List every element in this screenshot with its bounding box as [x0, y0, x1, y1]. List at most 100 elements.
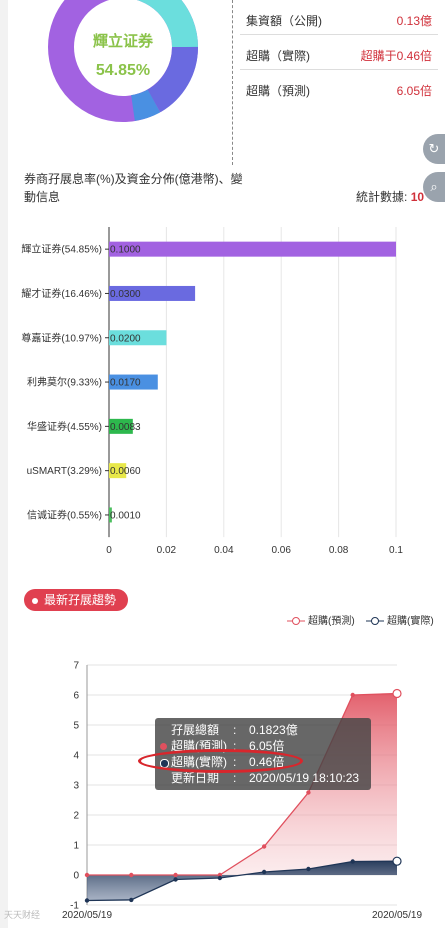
line-series-1: [86, 860, 398, 902]
bar-value-label: 0.0010: [110, 510, 141, 521]
bar-value-label: 0.0300: [110, 289, 141, 300]
legend-actual-label: 超購(實際): [387, 616, 434, 627]
point-series-0: [84, 872, 90, 878]
line-x-tick-label: 2020/05/19: [62, 910, 112, 921]
stat-label: 超購（實際): [246, 49, 310, 63]
point-series-0: [306, 790, 311, 795]
stat-row-predicted: 超購（預測) 6.05倍: [240, 70, 438, 104]
point-series-1: [306, 866, 311, 872]
donut-segment-livermore: [130, 89, 161, 121]
bar-category-label: uSMART(3.29%): [27, 466, 102, 477]
line-y-tick-label: 7: [73, 661, 79, 672]
bar-6: [109, 507, 112, 523]
bar-x-tick-label: 0.04: [214, 545, 234, 556]
highlight-ring-annotation: [138, 749, 303, 773]
search-icon: ⌕: [430, 179, 438, 194]
line-y-tick-label: 0: [73, 871, 79, 882]
badge-label: 最新孖展趨勢: [44, 593, 117, 607]
legend-actual[interactable]: 超購(實際): [366, 612, 434, 627]
bar-category-label: 利弗莫尔(9.33%): [27, 376, 102, 389]
bar-category-label: 华盛证券(4.55%): [27, 420, 102, 433]
bar-2: [109, 330, 167, 346]
stat-count-label: 統計數據:: [356, 190, 408, 204]
point-series-1: [350, 859, 355, 864]
line-series-0: [87, 692, 398, 876]
point-series-1: [261, 869, 267, 875]
line-y-tick-label: -1: [70, 901, 79, 912]
area-fill-series-1: [87, 861, 397, 901]
line-x-tick-label: 2020/05/19: [372, 910, 422, 921]
tooltip-sep: :: [233, 771, 237, 785]
bar-value-label: 0.0083: [110, 422, 141, 433]
line-y-tick-label: 3: [73, 781, 79, 792]
stat-row-actual: 超購（實際) 超購于0.46倍: [240, 35, 438, 70]
margin-trend-badge[interactable]: 最新孖展趨勢: [24, 589, 129, 611]
section-divider: [232, 0, 233, 165]
bar-x-tick-label: 0: [106, 545, 112, 556]
bar-value-label: 0.0200: [110, 333, 141, 344]
bar-category-label: 尊嘉证券(10.97%): [21, 331, 102, 344]
stat-value: 6.05倍: [396, 84, 432, 98]
donut-center-percent: 54.85%: [95, 62, 151, 79]
point-series-0: [261, 844, 267, 849]
tooltip-key: 孖展總額: [171, 723, 220, 737]
tooltip-key: 更新日期: [171, 771, 220, 785]
point-series-0: [129, 872, 134, 878]
bar-value-label: 0.0060: [110, 466, 141, 477]
tooltip-sep: :: [233, 723, 237, 737]
line-y-tick-label: 6: [73, 691, 79, 702]
point-series-1: [217, 875, 223, 881]
tooltip-sep: :: [233, 739, 237, 753]
bar-5: [109, 463, 127, 479]
bar-x-tick-label: 0.08: [329, 545, 349, 556]
donut-center-name: 輝立证券: [92, 33, 153, 50]
stat-row-raised: 集資額（公開) 0.13億: [240, 0, 438, 35]
legend-actual-marker-icon: [366, 617, 384, 626]
stat-label: 超購（預測): [246, 84, 310, 98]
legend-predicted-marker-icon: [287, 617, 305, 626]
line-y-tick-label: 1: [73, 841, 79, 852]
badge-dot-icon: [32, 597, 38, 604]
point-series-1: [129, 897, 134, 903]
legend-predicted-label: 超購(預測): [308, 616, 355, 627]
point-series-1: [84, 898, 90, 903]
stat-value: 0.13億: [396, 14, 432, 28]
legend-predicted[interactable]: 超購(預測): [287, 612, 355, 627]
point-series-1: [392, 856, 402, 866]
bar-0: [109, 241, 396, 257]
tooltip-value: 2020/05/19 18:10:23: [249, 771, 360, 785]
stat-value: 超購于0.46倍: [360, 49, 432, 63]
tooltip-row-date: 更新日期:2020/05/19 18:10:23: [171, 770, 359, 786]
bar-x-tick-label: 0.1: [389, 545, 403, 556]
point-series-1: [173, 877, 178, 882]
bar-1: [109, 285, 196, 301]
margin-rate-bar-chart: 0 0.02 0.04 0.06 0.08 0.1 0.1000 輝立证券(54.85%) 0.…: [21, 227, 403, 556]
stat-count-value: 10: [410, 190, 425, 204]
bar-category-label: 信诚证券(0.55%): [27, 508, 102, 521]
point-series-0: [392, 688, 402, 699]
line-y-tick-label: 2: [73, 811, 79, 822]
donut-segment-zunjia: [136, 0, 198, 48]
bar-4: [109, 418, 133, 434]
left-margin-strip: [0, 0, 8, 928]
stat-count: 統計數據: 10: [356, 188, 424, 205]
bar-x-tick-label: 0.06: [271, 545, 291, 556]
stat-label: 集資額（公開): [246, 14, 322, 28]
bar-x-tick-label: 0.02: [157, 545, 177, 556]
point-series-0: [173, 872, 178, 878]
area-fill-series-0: [87, 693, 397, 875]
share-button[interactable]: ↻: [423, 134, 445, 164]
share-icon: ↻: [428, 141, 440, 156]
ipo-stats-table: 集資額（公開) 0.13億 超購（實際) 超購于0.46倍 超購（預測) 6.0…: [240, 0, 438, 104]
donut-segment-yaocai: [146, 46, 198, 113]
tooltip-value: 0.1823億: [249, 723, 298, 737]
bar-category-label: 輝立证券(54.85%): [21, 243, 102, 256]
bar-category-label: 耀才证券(16.46%): [21, 287, 102, 300]
bar-chart-title: 券商孖展息率(%)及資金分佈(億港幣)、變動信息: [24, 172, 243, 204]
tooltip-row-total: 孖展總額:0.1823億: [171, 722, 298, 738]
tooltip-predicted-dot-icon: [160, 743, 167, 750]
watermark: 天天财经: [4, 910, 41, 920]
search-button[interactable]: ⌕: [423, 172, 445, 202]
point-series-0: [350, 692, 355, 698]
bar-3: [109, 374, 158, 390]
